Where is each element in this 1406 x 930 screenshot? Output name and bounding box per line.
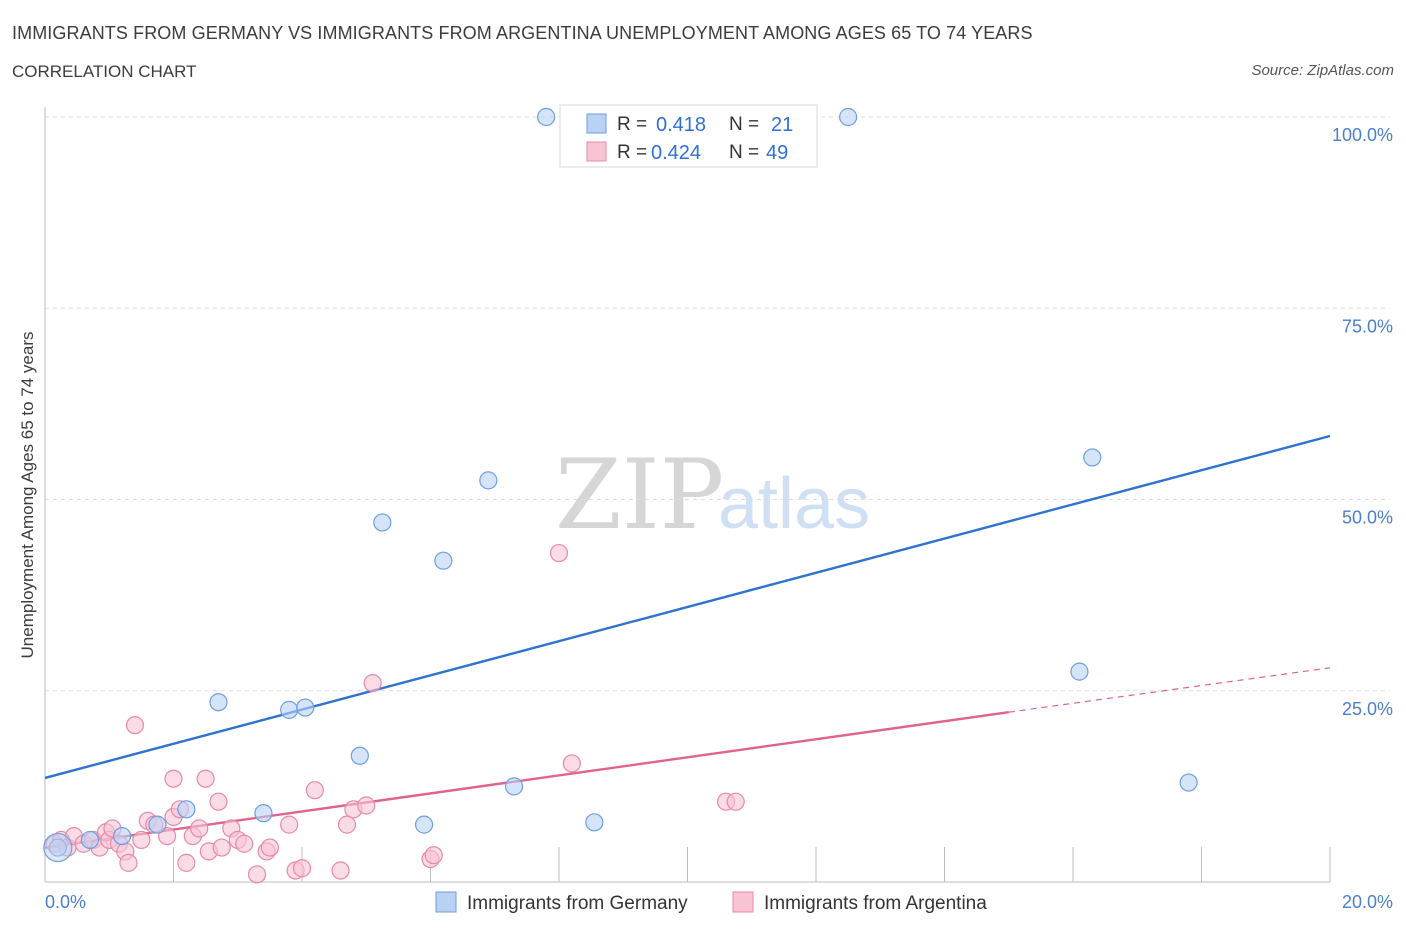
germany-point: [112, 826, 132, 846]
y-tick-label: 25.0%: [1342, 699, 1393, 719]
bottom-legend-germany-swatch: [435, 891, 457, 913]
argentina-point: [726, 792, 745, 811]
argentina-point: [549, 543, 569, 563]
argentina-point: [337, 815, 357, 834]
germany-point: [1179, 773, 1198, 792]
argentina-point: [164, 769, 183, 788]
argentina-point: [212, 838, 231, 857]
chart-subtitle: CORRELATION CHART: [12, 62, 197, 81]
source-label: Source: ZipAtlas.com: [1251, 62, 1394, 79]
argentina-point: [305, 781, 324, 800]
legend-germany-n-value: 21: [771, 114, 793, 136]
legend-germany-swatch: [586, 113, 607, 134]
legend-argentina-r-value: 0.424: [651, 142, 701, 164]
argentina-point: [247, 865, 267, 884]
germany-point: [839, 107, 858, 127]
gridlines: [45, 116, 1390, 692]
legend-germany-n-label: N =: [729, 114, 759, 135]
argentina-point: [363, 673, 382, 693]
chart-title: IMMIGRANTS FROM GERMANY VS IMMIGRANTS FR…: [12, 23, 1033, 43]
argentina-point: [196, 769, 215, 788]
x-tick-label: 20.0%: [1342, 892, 1393, 912]
argentina-point: [125, 716, 145, 735]
argentina-point: [190, 819, 209, 838]
y-tick-label: 50.0%: [1342, 508, 1393, 528]
watermark-atlas: atlas: [718, 464, 870, 544]
legend-argentina-r-label: R =: [617, 142, 647, 163]
bottom-legend-argentina-swatch: [732, 891, 754, 913]
germany-point: [585, 813, 604, 832]
argentina-point: [260, 838, 279, 857]
y-tick-label: 75.0%: [1342, 316, 1393, 336]
germany-point: [479, 471, 498, 490]
bottom-legend: Immigrants from Germany Immigrants from …: [435, 891, 987, 914]
argentina-point: [562, 754, 581, 773]
legend-argentina-swatch: [586, 141, 607, 162]
germany-point: [414, 815, 434, 834]
legend-germany-r-label: R =: [617, 114, 647, 135]
data-points: [43, 107, 1198, 884]
argentina-point: [132, 830, 151, 850]
germany-point: [296, 698, 315, 717]
bottom-legend-argentina-label: Immigrants from Argentina: [764, 893, 987, 914]
tick-labels: 100.0% 75.0% 50.0% 25.0% 0.0% 20.0%: [45, 125, 1393, 912]
germany-point: [177, 800, 196, 819]
germany-point: [350, 746, 369, 765]
watermark-zip: ZIP: [555, 439, 724, 551]
germany-point: [43, 832, 73, 863]
argentina-point: [209, 792, 228, 811]
argentina-trend-extension: [1008, 667, 1331, 713]
germany-point: [209, 693, 228, 712]
legend-box: R = 0.418 N = 21 R = 0.424 N = 49: [559, 104, 818, 168]
argentina-point: [357, 796, 376, 815]
argentina-point: [235, 834, 254, 853]
germany-point: [254, 804, 273, 823]
germany-point: [373, 513, 392, 532]
germany-point: [1070, 662, 1089, 681]
legend-argentina-n-value: 49: [766, 142, 788, 164]
argentina-point: [119, 853, 138, 872]
y-tick-label: 100.0%: [1332, 125, 1393, 145]
argentina-point: [331, 861, 350, 880]
germany-point: [434, 551, 453, 570]
germany-point: [280, 700, 299, 719]
germany-point: [537, 107, 556, 127]
germany-trend-line: [44, 434, 1331, 780]
argentina-trend-line: [44, 710, 1009, 849]
x-tick-label: 0.0%: [45, 892, 86, 912]
germany-point: [80, 830, 100, 850]
legend-argentina-n-label: N =: [729, 142, 759, 163]
germany-point: [148, 815, 167, 834]
germany-point: [504, 777, 524, 796]
legend-germany-r-value: 0.418: [656, 114, 706, 136]
argentina-point: [292, 859, 312, 878]
bottom-legend-germany-label: Immigrants from Germany: [467, 893, 688, 914]
germany-point: [1083, 448, 1102, 467]
argentina-point: [177, 853, 196, 872]
argentina-point: [280, 815, 299, 834]
argentina-point: [424, 846, 443, 865]
